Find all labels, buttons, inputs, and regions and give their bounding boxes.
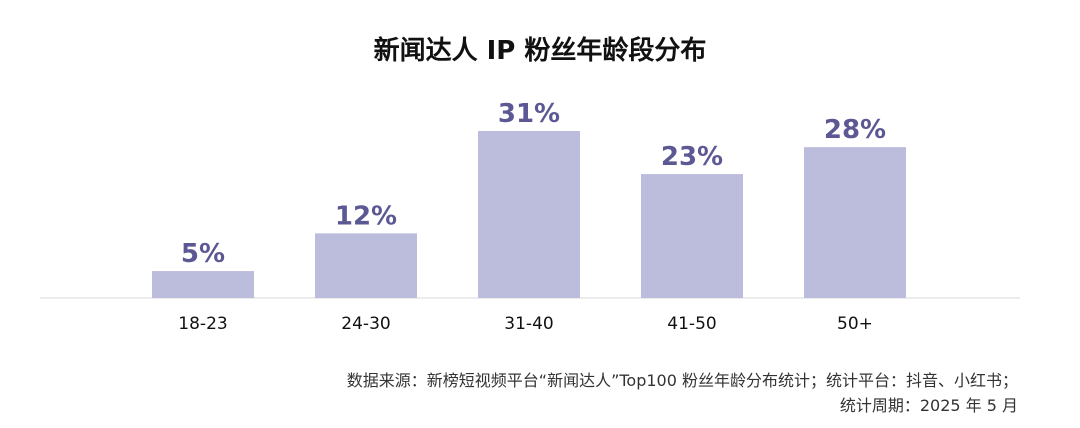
data-label-41-50: 23% <box>661 142 723 172</box>
chart-title: 新闻达人 IP 粉丝年龄段分布 <box>373 36 707 66</box>
data-label-18-23: 5% <box>181 239 225 269</box>
data-label-24-30: 12% <box>335 201 397 231</box>
x-tick-label-41-50: 41-50 <box>667 314 716 334</box>
x-tick-label-31-40: 31-40 <box>504 314 553 334</box>
x-tick-label-24-30: 24-30 <box>341 314 390 334</box>
source-note: 数据来源：新榜短视频平台“新闻达人”Top100 粉丝年龄分布统计；统计平台：抖… <box>347 368 1018 418</box>
data-label-50+: 28% <box>824 115 886 145</box>
x-tick-label-50+: 50+ <box>837 314 873 334</box>
bar-24-30 <box>315 233 417 298</box>
source-line-2: 统计周期：2025 年 5 月 <box>839 396 1018 415</box>
data-label-31-40: 31% <box>498 99 560 129</box>
bar-31-40 <box>478 131 580 298</box>
x-tick-label-18-23: 18-23 <box>178 314 227 334</box>
source-line-1: 数据来源：新榜短视频平台“新闻达人”Top100 粉丝年龄分布统计；统计平台：抖… <box>346 371 1018 390</box>
bar-18-23 <box>152 271 254 298</box>
bar-50+ <box>804 147 906 298</box>
bar-41-50 <box>641 174 743 298</box>
